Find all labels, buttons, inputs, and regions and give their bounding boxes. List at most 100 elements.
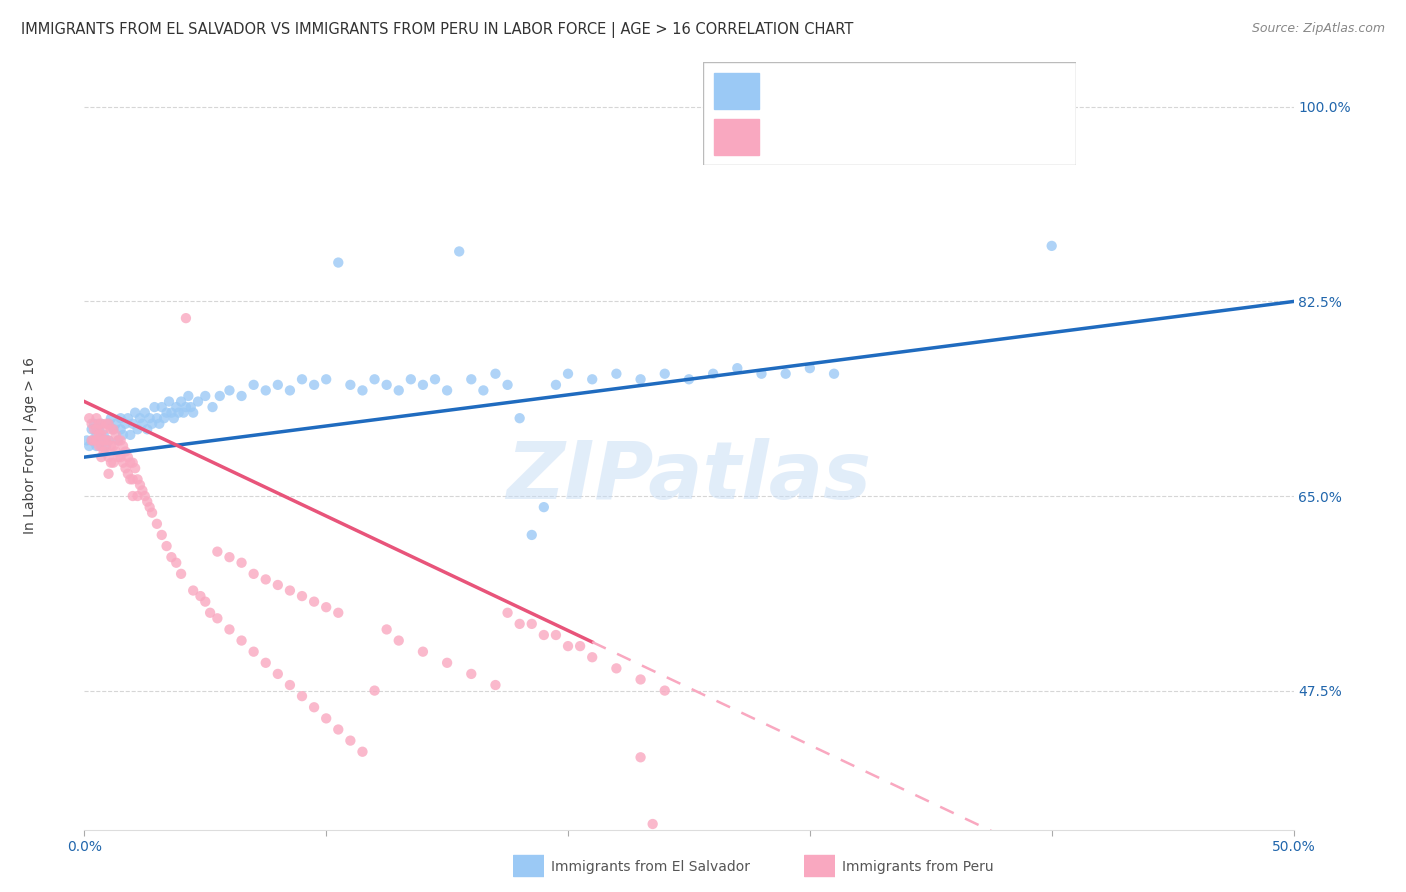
Point	[107, 450, 129, 464]
Point	[83, 417, 105, 431]
Text: Immigrants from El Salvador: Immigrants from El Salvador	[551, 860, 751, 874]
Point	[339, 377, 361, 392]
Point	[90, 434, 112, 448]
Point	[557, 367, 579, 381]
Point	[86, 439, 108, 453]
Point	[207, 611, 229, 625]
Bar	[714, 73, 759, 109]
Point	[129, 478, 152, 492]
Point	[194, 389, 217, 403]
Text: In Labor Force | Age > 16: In Labor Force | Age > 16	[22, 358, 37, 534]
Text: Immigrants from Peru: Immigrants from Peru	[842, 860, 994, 874]
Point	[107, 434, 129, 448]
Point	[399, 372, 422, 386]
Point	[124, 461, 146, 475]
Text: Source: ZipAtlas.com: Source: ZipAtlas.com	[1251, 22, 1385, 36]
Point	[328, 255, 350, 269]
Point	[267, 578, 290, 592]
Point	[114, 417, 136, 431]
Point	[97, 417, 120, 431]
Point	[181, 406, 204, 420]
Point	[100, 439, 122, 453]
Point	[104, 417, 127, 431]
Point	[146, 411, 169, 425]
Point	[170, 394, 193, 409]
Point	[150, 400, 173, 414]
Point	[278, 583, 301, 598]
Point	[90, 417, 112, 431]
Point	[218, 550, 240, 565]
Point	[630, 673, 652, 687]
Point	[138, 411, 160, 425]
Point	[412, 645, 434, 659]
Point	[131, 483, 153, 498]
Point	[328, 723, 350, 737]
Point	[702, 367, 724, 381]
Point	[218, 384, 240, 398]
Point	[315, 711, 337, 725]
Point	[605, 367, 627, 381]
Point	[449, 244, 471, 259]
Point	[388, 384, 411, 398]
Point	[231, 389, 253, 403]
Point	[242, 645, 264, 659]
Point	[291, 372, 314, 386]
Point	[291, 589, 314, 603]
Point	[460, 667, 482, 681]
Point	[533, 500, 555, 515]
Point	[254, 573, 277, 587]
Point	[97, 434, 120, 448]
Point	[278, 678, 301, 692]
Point	[302, 377, 325, 392]
Point	[117, 411, 139, 425]
Point	[654, 683, 676, 698]
Point	[143, 400, 166, 414]
Point	[90, 428, 112, 442]
Point	[242, 566, 264, 581]
Point	[134, 489, 156, 503]
Point	[86, 428, 108, 442]
Point	[148, 417, 170, 431]
Point	[127, 489, 149, 503]
Point	[167, 406, 190, 420]
Point	[146, 516, 169, 531]
Point	[136, 422, 159, 436]
Point	[412, 377, 434, 392]
Text: R = -0.536   N = 105: R = -0.536 N = 105	[770, 128, 959, 145]
Point	[90, 450, 112, 464]
Point	[423, 372, 446, 386]
Point	[630, 372, 652, 386]
Point	[484, 678, 506, 692]
Text: ZIPatlas: ZIPatlas	[506, 438, 872, 516]
Point	[302, 594, 325, 608]
Point	[775, 367, 797, 381]
Point	[94, 417, 117, 431]
Point	[654, 367, 676, 381]
Point	[90, 439, 112, 453]
Point	[520, 528, 543, 542]
Point	[388, 633, 411, 648]
Point	[352, 384, 374, 398]
Point	[80, 417, 103, 431]
Point	[267, 667, 290, 681]
Point	[436, 384, 458, 398]
Point	[190, 589, 212, 603]
Point	[208, 389, 231, 403]
Point	[120, 472, 142, 486]
Point	[174, 311, 197, 326]
Point	[83, 434, 105, 448]
Point	[87, 417, 110, 431]
Point	[141, 506, 163, 520]
Point	[114, 444, 136, 458]
Point	[103, 422, 125, 436]
Point	[124, 406, 146, 420]
Point	[174, 400, 197, 414]
Point	[678, 372, 700, 386]
Point	[242, 377, 264, 392]
Point	[80, 422, 103, 436]
Point	[157, 394, 180, 409]
Point	[110, 422, 132, 436]
Point	[104, 428, 127, 442]
Point	[150, 528, 173, 542]
Point	[94, 439, 117, 453]
